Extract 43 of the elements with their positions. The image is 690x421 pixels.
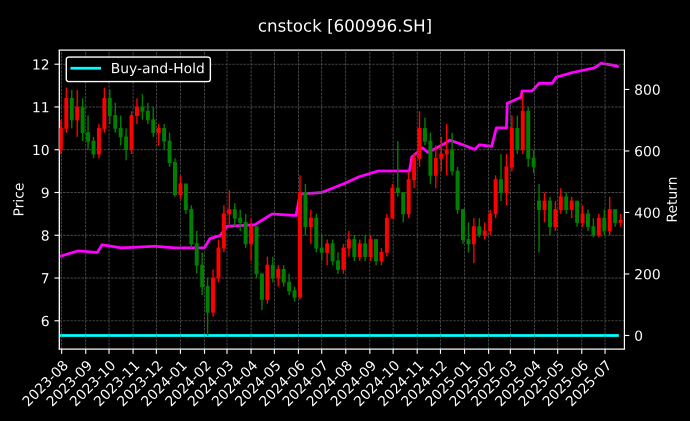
y2-tick-label: 200 bbox=[635, 268, 660, 280]
candlestick bbox=[472, 217, 476, 264]
candlestick bbox=[537, 183, 542, 254]
y-axis-title: Price bbox=[12, 183, 24, 216]
y2-tick-label: 600 bbox=[635, 146, 660, 156]
candlestick bbox=[352, 234, 356, 262]
candlestick bbox=[602, 208, 606, 236]
y-tick-label: 6 bbox=[42, 316, 49, 326]
candlestick bbox=[570, 196, 574, 219]
candlestick bbox=[596, 213, 601, 238]
candlestick bbox=[276, 264, 280, 288]
candlestick bbox=[374, 238, 378, 266]
candlestick bbox=[363, 234, 368, 262]
y-tick-label: 9 bbox=[42, 187, 49, 198]
candlestick bbox=[499, 153, 503, 202]
candlestick bbox=[613, 208, 618, 228]
candlestick bbox=[608, 196, 612, 236]
candlestick bbox=[368, 234, 373, 262]
y2-tick-label: 400 bbox=[634, 207, 660, 218]
y-tick-label: 11 bbox=[33, 102, 48, 112]
chart-title: cnstock [600996.SH] bbox=[258, 18, 431, 34]
candlestick bbox=[325, 238, 330, 266]
y-tick-label: 7 bbox=[42, 273, 48, 284]
y-tick-label: 10 bbox=[33, 144, 49, 156]
candlestick bbox=[542, 192, 546, 224]
candlestick bbox=[75, 89, 80, 138]
candlestick bbox=[270, 256, 275, 283]
y2-tick-label: 0 bbox=[635, 330, 642, 341]
y-tick-label: 8 bbox=[42, 230, 49, 241]
candlestick bbox=[156, 123, 161, 146]
y2-tick-label: 800 bbox=[635, 84, 660, 95]
candlestick bbox=[477, 217, 482, 238]
line-series bbox=[60, 62, 619, 258]
candlestick bbox=[249, 217, 254, 262]
y2-axis-title: Return bbox=[666, 178, 677, 222]
candlestick bbox=[618, 213, 623, 228]
candlestick bbox=[575, 200, 580, 228]
candlestick bbox=[580, 204, 585, 228]
candlestick bbox=[515, 114, 520, 155]
candlestick bbox=[178, 174, 182, 200]
candlestick bbox=[308, 208, 313, 245]
y-tick-label: 12 bbox=[33, 59, 48, 70]
legend-label: Buy-and-Hold bbox=[112, 62, 204, 76]
